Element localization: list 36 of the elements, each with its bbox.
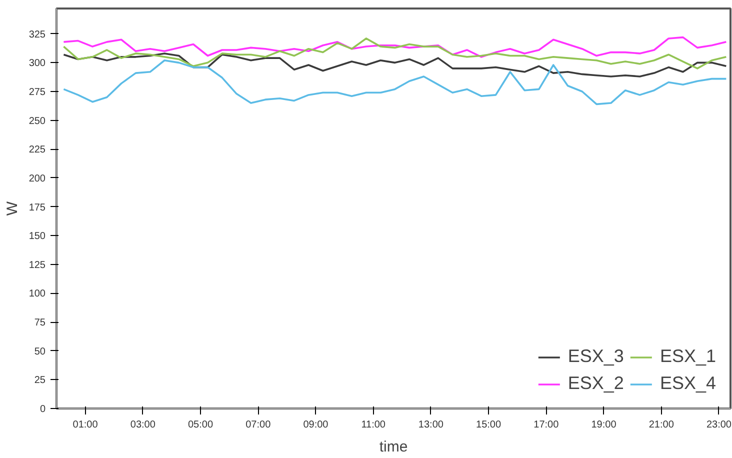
x-tick-label: 21:00: [648, 420, 674, 430]
line-series: [62, 38, 728, 70]
legend-label: ESX_3: [568, 346, 624, 367]
line-series: [62, 52, 728, 78]
x-tick-label: 09:00: [303, 420, 329, 430]
x-tick-label: 03:00: [130, 420, 156, 430]
y-tick-label: 250: [28, 116, 46, 127]
y-tick-label: 125: [28, 260, 46, 271]
y-tick-label: 325: [28, 29, 46, 40]
x-tick-label: 11:00: [361, 420, 386, 430]
x-tick-label: 15:00: [476, 420, 502, 430]
line-series: [62, 59, 728, 106]
x-tick-label: 23:00: [706, 420, 732, 430]
line-series: [62, 36, 728, 58]
y-tick-label: 225: [28, 144, 46, 156]
y-tick-label: 150: [28, 231, 46, 242]
x-tick-label: 05:00: [188, 420, 214, 430]
y-tick-label: 275: [28, 86, 46, 98]
y-tick-label: 100: [28, 288, 46, 300]
y-tick-label: 25: [34, 375, 46, 386]
legend-label: ESX_4: [660, 373, 716, 394]
x-tick-label: 13:00: [418, 420, 444, 430]
x-tick-label: 17:00: [534, 420, 560, 430]
y-tick-label: 75: [34, 318, 46, 329]
y-tick-label: 0: [40, 404, 46, 415]
y-tick-label: 200: [28, 173, 46, 184]
legend-label: ESX_2: [568, 373, 624, 394]
legend-label: ESX_1: [660, 346, 716, 367]
y-tick-label: 300: [28, 58, 46, 70]
x-tick-label: 07:00: [246, 420, 272, 430]
y-axis-title: W: [4, 200, 21, 216]
x-tick-label: 19:00: [591, 420, 617, 430]
x-axis-title: time: [379, 438, 408, 456]
x-tick-label: 01:00: [72, 420, 98, 430]
y-tick-label: 175: [28, 202, 46, 214]
y-tick-label: 50: [34, 346, 46, 358]
